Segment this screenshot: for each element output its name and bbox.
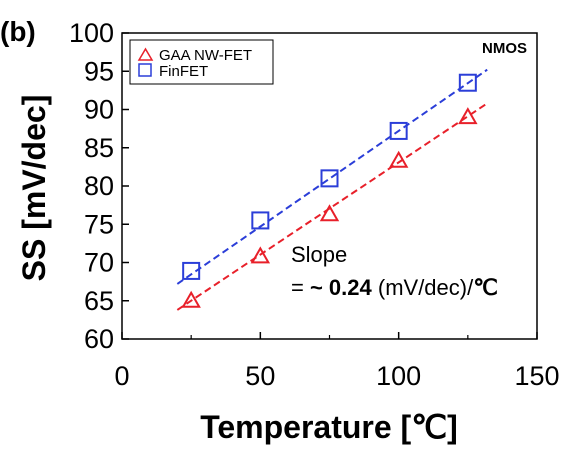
y-tick-label: 80 bbox=[84, 171, 114, 201]
y-tick-label: 100 bbox=[69, 18, 114, 48]
fit-lines bbox=[176, 68, 488, 311]
x-tick-label: 0 bbox=[114, 361, 129, 391]
data-markers bbox=[181, 73, 478, 308]
data-point-finfet bbox=[389, 121, 408, 140]
y-tick-label: 75 bbox=[84, 209, 114, 239]
data-point-gaa bbox=[388, 150, 409, 168]
panel-label: (b) bbox=[0, 16, 36, 47]
data-point-finfet bbox=[182, 261, 201, 280]
legend-triangle-marker bbox=[137, 47, 154, 61]
legend-square-marker bbox=[138, 63, 152, 77]
data-point-finfet bbox=[320, 169, 339, 188]
slope-unit-degree: ℃ bbox=[473, 275, 498, 300]
data-point-gaa bbox=[250, 246, 271, 264]
slope-prefix: = bbox=[291, 275, 310, 300]
nmos-label: NMOS bbox=[482, 40, 527, 57]
slope-unit: (mV/dec)/ bbox=[372, 275, 474, 300]
y-axis-title: SS [mV/dec] bbox=[16, 95, 52, 282]
y-tick-label: 60 bbox=[84, 324, 114, 354]
data-point-gaa bbox=[181, 290, 201, 308]
fit-line-finfet bbox=[176, 68, 488, 285]
legend-box bbox=[129, 39, 274, 85]
fit-line-gaa bbox=[176, 102, 488, 311]
y-tick-label: 95 bbox=[84, 56, 114, 86]
x-tick-label: 100 bbox=[376, 361, 421, 391]
x-tick-label: 150 bbox=[514, 361, 559, 391]
y-tick-label: 90 bbox=[84, 95, 114, 125]
data-point-finfet bbox=[251, 211, 270, 230]
plot-frame bbox=[121, 32, 538, 340]
y-tick-label: 65 bbox=[84, 286, 114, 316]
y-tick-label: 85 bbox=[84, 133, 114, 163]
legend-label-finfet: FinFET bbox=[159, 63, 208, 80]
legend: GAA NW-FET FinFET bbox=[129, 39, 274, 85]
slope-value-text: = ~ 0.24 (mV/dec)/℃ bbox=[291, 275, 498, 300]
slope-value: ~ 0.24 bbox=[310, 275, 373, 300]
data-point-gaa bbox=[458, 107, 478, 125]
data-point-finfet bbox=[458, 73, 477, 92]
x-axis-title: Temperature [℃] bbox=[200, 409, 458, 445]
slope-label: Slope bbox=[291, 242, 347, 267]
y-tick-label: 70 bbox=[84, 248, 114, 278]
x-tick-label: 50 bbox=[245, 361, 275, 391]
data-point-gaa bbox=[319, 204, 340, 222]
y-tick-labels: 60 65 70 75 80 85 90 95 100 bbox=[69, 18, 114, 354]
x-tick-labels: 0 50 100 150 bbox=[114, 361, 559, 391]
legend-label-gaa: GAA NW-FET bbox=[159, 47, 252, 64]
